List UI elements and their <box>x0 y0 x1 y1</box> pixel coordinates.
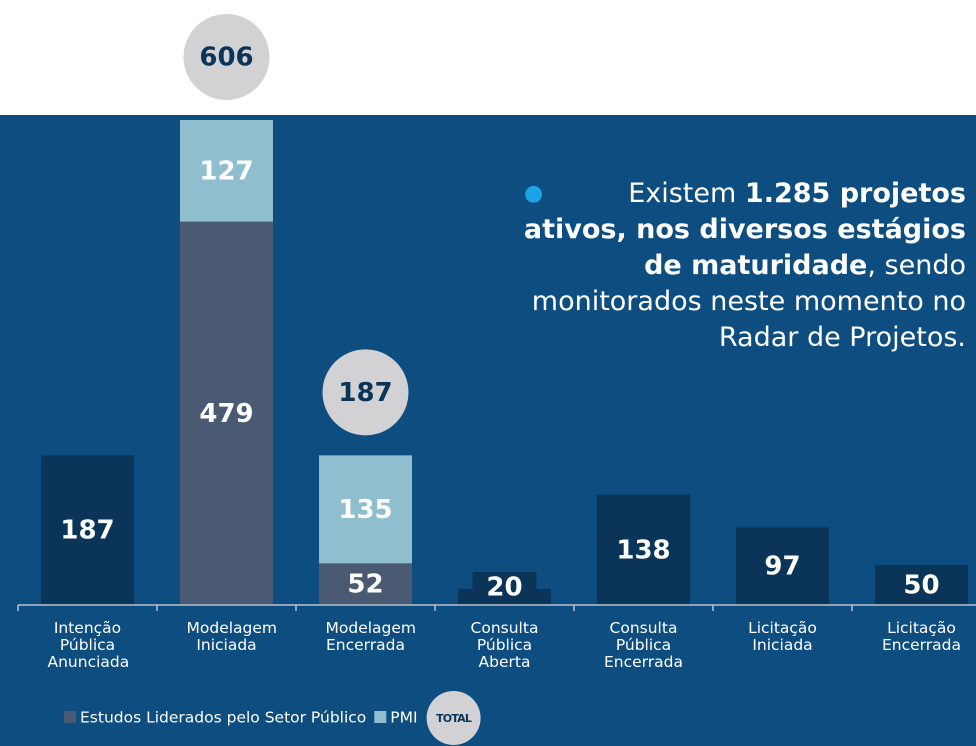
total-label: 606 <box>199 43 253 73</box>
annotation-bold: 1.285 projetos ativos, nos diversos está… <box>523 178 966 281</box>
x-tick-label: Licitação Iniciada <box>748 619 817 654</box>
legend-total-badge <box>426 691 481 745</box>
data-label: 97 <box>764 552 800 582</box>
x-tick-label: Consulta Pública Aberta <box>470 619 539 671</box>
label-background <box>55 515 120 546</box>
x-tick-label: Modelagem Iniciada <box>186 619 278 654</box>
x-tick-label: Intenção Pública Anunciada <box>47 619 130 671</box>
total-badge <box>183 14 270 100</box>
label-background <box>889 569 954 600</box>
label-background <box>611 534 676 565</box>
data-label: 138 <box>616 535 670 565</box>
data-label: 187 <box>60 516 114 546</box>
background-panel <box>0 115 976 746</box>
data-label: 127 <box>199 156 253 186</box>
x-tick-label: Consulta Pública Encerrada <box>604 619 683 671</box>
data-label: 20 <box>486 573 522 603</box>
annotation: Existem 1.285 projetos ativos, nos diver… <box>520 176 966 356</box>
legend-label: PMI <box>390 709 417 727</box>
x-tick-label: Licitação Encerrada <box>882 619 961 654</box>
annotation-text: Existem <box>628 178 745 209</box>
legend-total-label: TOTAL <box>436 712 472 725</box>
label-background <box>194 398 259 429</box>
total-badge <box>322 349 409 436</box>
label-background <box>194 155 259 186</box>
bullet: ● <box>524 181 544 206</box>
data-label: 52 <box>347 570 383 600</box>
legend-swatch <box>64 711 76 723</box>
x-tick-label: Modelagem Encerrada <box>325 619 417 654</box>
data-label: 479 <box>199 399 253 429</box>
legend-swatch <box>374 711 387 723</box>
annotation-text: , sendo monitorados neste momento no Rad… <box>531 250 966 353</box>
total-label: 187 <box>338 378 392 408</box>
legend-label: Estudos Liderados pelo Setor Público <box>80 709 366 727</box>
label-background <box>333 569 398 600</box>
label-background <box>333 494 398 525</box>
label-background <box>750 551 815 582</box>
label-background <box>472 572 537 602</box>
data-label: 50 <box>903 570 939 600</box>
data-label: 135 <box>338 495 392 525</box>
